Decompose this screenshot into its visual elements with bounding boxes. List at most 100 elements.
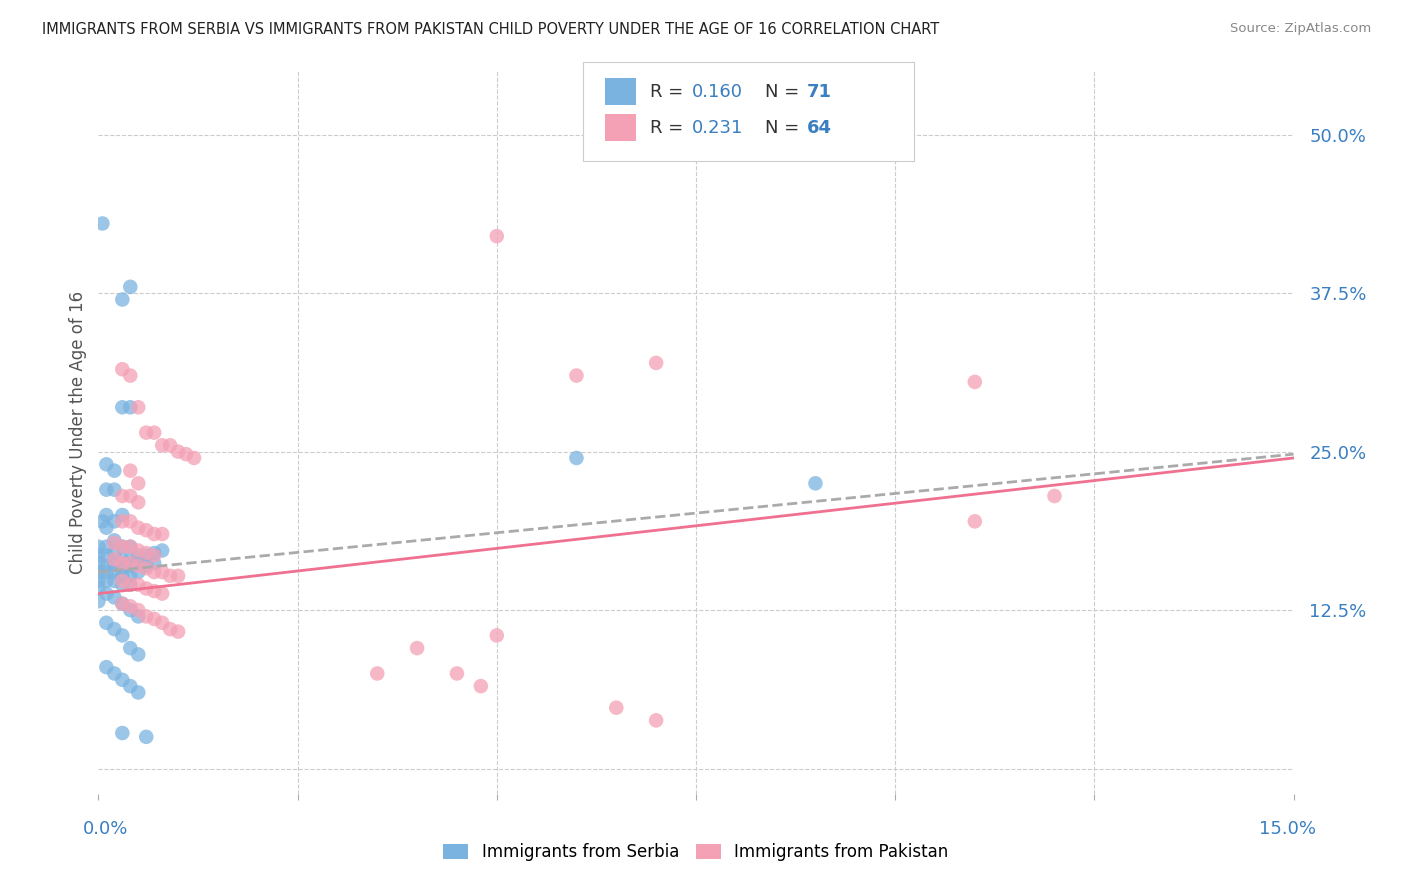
Point bbox=[150, 527, 173, 541]
Point bbox=[111, 569, 134, 583]
Point bbox=[120, 401, 142, 415]
Point bbox=[103, 546, 125, 560]
Point bbox=[111, 401, 134, 415]
Point bbox=[174, 447, 197, 461]
Point bbox=[470, 679, 492, 693]
Point bbox=[645, 356, 668, 370]
Point bbox=[127, 558, 149, 573]
Point bbox=[135, 425, 157, 440]
Point bbox=[96, 574, 118, 588]
Point bbox=[127, 543, 149, 558]
Point bbox=[127, 556, 149, 570]
Point bbox=[111, 673, 134, 687]
Point bbox=[127, 565, 149, 579]
Point bbox=[96, 540, 118, 554]
Point bbox=[87, 540, 110, 554]
Point bbox=[167, 569, 190, 583]
Point bbox=[111, 540, 134, 554]
Point bbox=[96, 565, 118, 579]
Point bbox=[446, 666, 468, 681]
Point bbox=[111, 578, 134, 592]
Point bbox=[120, 464, 142, 478]
Point bbox=[804, 476, 827, 491]
Point bbox=[135, 549, 157, 563]
Point bbox=[143, 527, 166, 541]
Point bbox=[120, 368, 142, 383]
Text: 15.0%: 15.0% bbox=[1260, 820, 1316, 838]
Point bbox=[143, 556, 166, 570]
Point bbox=[87, 549, 110, 563]
Point bbox=[150, 438, 173, 452]
Point bbox=[103, 556, 125, 570]
Point bbox=[111, 556, 134, 570]
Text: 0.231: 0.231 bbox=[692, 119, 744, 136]
Point bbox=[150, 565, 173, 579]
Point bbox=[120, 514, 142, 528]
Point bbox=[111, 293, 134, 307]
Point bbox=[1043, 489, 1066, 503]
Point bbox=[159, 622, 181, 636]
Point bbox=[87, 582, 110, 596]
Point bbox=[103, 514, 125, 528]
Point bbox=[135, 546, 157, 560]
Point bbox=[127, 495, 149, 509]
Point bbox=[143, 425, 166, 440]
Point bbox=[150, 586, 173, 600]
Point bbox=[135, 523, 157, 537]
Point bbox=[96, 615, 118, 630]
Point bbox=[120, 556, 142, 570]
Point bbox=[96, 660, 118, 674]
Point bbox=[96, 586, 118, 600]
Text: N =: N = bbox=[765, 83, 804, 101]
Point bbox=[143, 612, 166, 626]
Point bbox=[127, 603, 149, 617]
Point bbox=[103, 464, 125, 478]
Point bbox=[963, 375, 986, 389]
Point bbox=[87, 574, 110, 588]
Point bbox=[127, 549, 149, 563]
Point bbox=[111, 628, 134, 642]
Point bbox=[565, 450, 588, 465]
Y-axis label: Child Poverty Under the Age of 16: Child Poverty Under the Age of 16 bbox=[69, 291, 87, 574]
Point bbox=[91, 217, 114, 231]
Point bbox=[127, 521, 149, 535]
Legend: Immigrants from Serbia, Immigrants from Pakistan: Immigrants from Serbia, Immigrants from … bbox=[443, 844, 949, 862]
Text: R =: R = bbox=[650, 83, 689, 101]
Point bbox=[127, 685, 149, 699]
Point bbox=[120, 552, 142, 566]
Text: IMMIGRANTS FROM SERBIA VS IMMIGRANTS FROM PAKISTAN CHILD POVERTY UNDER THE AGE O: IMMIGRANTS FROM SERBIA VS IMMIGRANTS FRO… bbox=[42, 22, 939, 37]
Point bbox=[159, 438, 181, 452]
Point bbox=[103, 591, 125, 605]
Point bbox=[135, 730, 157, 744]
Point bbox=[87, 565, 110, 579]
Point bbox=[103, 536, 125, 550]
Point bbox=[485, 628, 508, 642]
Point bbox=[143, 565, 166, 579]
Point bbox=[103, 565, 125, 579]
Point bbox=[135, 582, 157, 596]
Point bbox=[96, 558, 118, 573]
Point bbox=[120, 599, 142, 614]
Point bbox=[120, 578, 142, 592]
Point bbox=[96, 508, 118, 522]
Point bbox=[143, 549, 166, 563]
Point bbox=[87, 556, 110, 570]
Text: 0.0%: 0.0% bbox=[83, 820, 128, 838]
Point bbox=[111, 540, 134, 554]
Point bbox=[96, 521, 118, 535]
Point bbox=[167, 444, 190, 458]
Text: 64: 64 bbox=[807, 119, 832, 136]
Point bbox=[167, 624, 190, 639]
Point bbox=[111, 597, 134, 611]
Point bbox=[111, 574, 134, 588]
Point bbox=[150, 615, 173, 630]
Point bbox=[103, 574, 125, 588]
Point bbox=[120, 578, 142, 592]
Point bbox=[135, 558, 157, 573]
Point bbox=[111, 552, 134, 566]
Point bbox=[127, 648, 149, 662]
Point bbox=[96, 549, 118, 563]
Point bbox=[159, 569, 181, 583]
Text: Source: ZipAtlas.com: Source: ZipAtlas.com bbox=[1230, 22, 1371, 36]
Point bbox=[406, 641, 429, 656]
